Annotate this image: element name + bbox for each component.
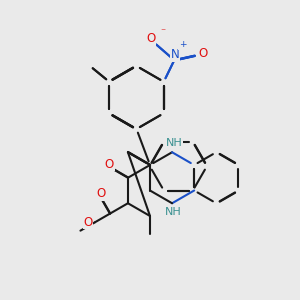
Text: O: O — [199, 47, 208, 60]
Text: O: O — [199, 47, 208, 60]
Text: +: + — [179, 40, 186, 49]
Text: ⁻: ⁻ — [160, 27, 165, 37]
Text: O: O — [105, 158, 114, 171]
Text: NH: NH — [165, 207, 182, 217]
Text: O: O — [97, 187, 106, 200]
Text: O: O — [146, 32, 155, 45]
Text: NH: NH — [166, 138, 183, 148]
Text: O: O — [84, 216, 93, 229]
Text: ⁻: ⁻ — [160, 27, 165, 37]
Text: O: O — [146, 32, 155, 45]
Text: N: N — [170, 48, 179, 61]
Text: N: N — [170, 48, 179, 61]
Text: +: + — [179, 40, 186, 49]
